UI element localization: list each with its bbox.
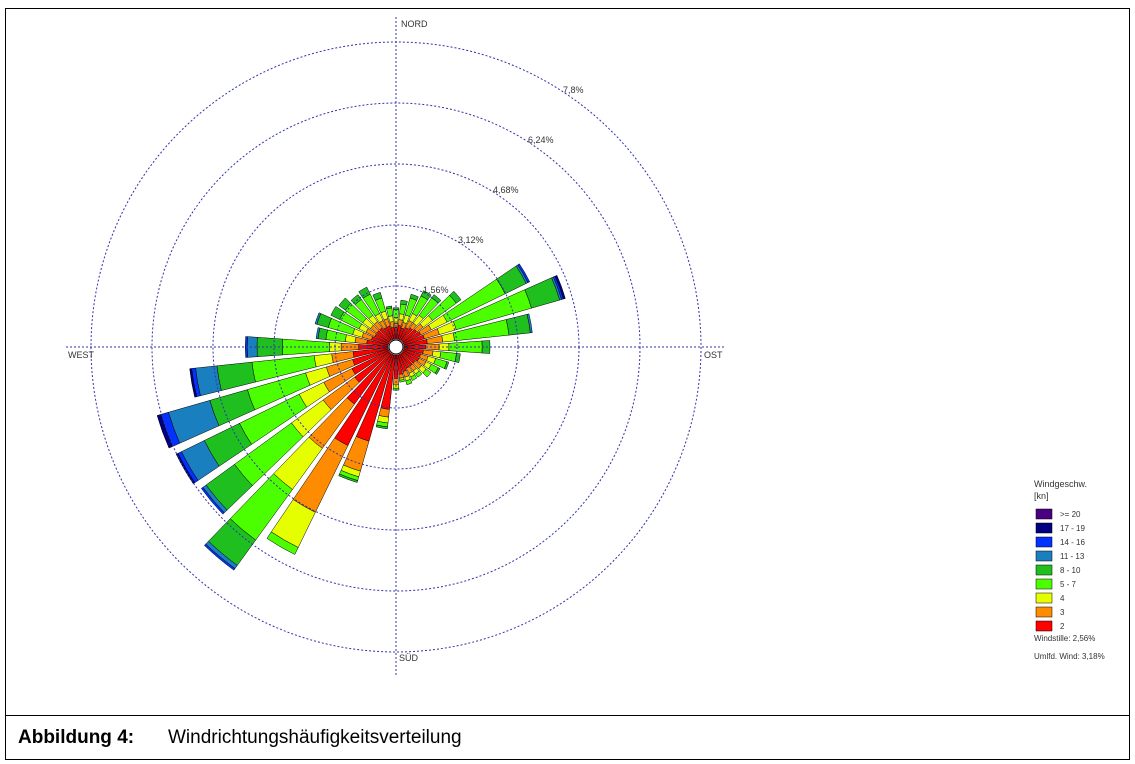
- sector-140-class-3: [415, 370, 423, 378]
- ring-label-3: 6,24%: [528, 135, 554, 145]
- legend-label-3: 11 - 13: [1060, 552, 1085, 561]
- sector-10-class-2: [398, 313, 405, 321]
- center-calm-circle: [388, 339, 404, 355]
- legend-label-4: 8 - 10: [1060, 566, 1081, 575]
- legend-title-line1: Windgeschw.: [1034, 479, 1087, 489]
- legend-swatch-0: [1035, 508, 1053, 520]
- caption-text: Windrichtungshäufigkeitsverteilung: [168, 726, 462, 748]
- sector-150-class-3: [410, 374, 418, 381]
- sector-90-class-3: [448, 340, 483, 354]
- sector-210-class-3: [266, 531, 299, 555]
- sector-160-class-3: [405, 378, 413, 386]
- sector-70-class-7: [554, 275, 566, 300]
- grid-layer: [66, 17, 726, 677]
- ring-label-1: 3,12%: [458, 235, 484, 245]
- sector-80-class-2: [441, 332, 455, 343]
- direction-east-label: OST: [704, 350, 723, 360]
- ring-3: [151, 102, 641, 592]
- sector-350-class-4: [385, 305, 393, 310]
- legend: Windgeschw. [kn] >= 20 17 - 19 14 - 16 11 -…: [1034, 479, 1105, 661]
- sector-280-class-2: [344, 334, 357, 343]
- legend-note-variable: Umlfd. Wind: 3,18%: [1034, 652, 1105, 661]
- labels-layer: NORD OST SÜD WEST 1,56% 3,12% 4,68% 6,24% 7,…: [68, 19, 723, 663]
- chart-frame: NORD OST SÜD WEST 1,56% 3,12% 4,68% 6,24% 7,…: [5, 8, 1130, 716]
- legend-swatch-2: [1035, 536, 1053, 548]
- sector-320-class-4: [350, 294, 362, 306]
- legend-swatch-4: [1035, 564, 1053, 576]
- direction-north-label: NORD: [401, 19, 428, 29]
- sector-80-class-5: [526, 313, 533, 334]
- legend-note-calm: Windstille: 2,56%: [1034, 634, 1095, 643]
- sector-80-class-4: [505, 314, 531, 336]
- sector-60-class-6: [517, 263, 531, 283]
- direction-south-label: SÜD: [399, 653, 419, 663]
- sector-240-class-7: [175, 453, 196, 485]
- wind-rose-chart: NORD OST SÜD WEST 1,56% 3,12% 4,68% 6,24% 7,…: [66, 17, 1105, 677]
- caption-label: Abbildung 4:: [18, 726, 135, 748]
- sector-110-class-4: [444, 361, 450, 370]
- legend-title-line2: [kn]: [1034, 491, 1049, 501]
- ring-label-0: 1,56%: [423, 285, 449, 295]
- sector-230-class-6: [200, 486, 225, 515]
- sector-20-class-4: [409, 293, 419, 301]
- legend-items: >= 20 17 - 19 14 - 16 11 - 13 8 - 10 5 - 7 4 3 2: [1035, 508, 1085, 632]
- ring-label-4: 7,8%: [563, 85, 584, 95]
- sectors-layer: [156, 263, 566, 571]
- sector-120-class-4: [434, 367, 441, 375]
- legend-swatch-6: [1035, 592, 1053, 604]
- legend-label-7: 3: [1060, 608, 1065, 617]
- legend-swatch-5: [1035, 578, 1053, 590]
- sector-200-class-4: [338, 473, 358, 483]
- sector-290-class-5: [314, 312, 322, 325]
- sector-10-class-4: [400, 299, 408, 306]
- legend-label-8: 2: [1060, 622, 1065, 631]
- sector-170-class-3: [399, 379, 405, 383]
- sector-350-class-2: [388, 315, 394, 323]
- legend-label-1: 17 - 19: [1060, 524, 1085, 533]
- sector-310-class-4: [338, 297, 352, 311]
- legend-swatch-8: [1035, 620, 1053, 632]
- sector-0-class-4: [392, 307, 400, 311]
- sector-220-class-6: [204, 543, 236, 571]
- legend-label-5: 5 - 7: [1060, 580, 1077, 589]
- legend-swatch-7: [1035, 606, 1053, 618]
- ring-label-2: 4,68%: [493, 185, 519, 195]
- figure-caption: Abbildung 4: Windrichtungshäufigkeitsver…: [5, 716, 1130, 760]
- ring-0: [334, 285, 458, 409]
- sector-30-class-4: [420, 290, 432, 301]
- sector-260-class-4: [216, 361, 256, 391]
- sector-10-class-3: [399, 303, 407, 315]
- legend-label-2: 14 - 16: [1060, 538, 1085, 547]
- sector-250-class-7: [156, 414, 173, 449]
- sector-260-class-2: [313, 353, 334, 368]
- sector-350-class-3: [386, 307, 393, 317]
- legend-label-6: 4: [1060, 594, 1065, 603]
- sector-280-class-5: [315, 327, 321, 340]
- sector-10-class-1: [397, 319, 403, 327]
- sector-340-class-4: [372, 292, 383, 301]
- sector-50-class-4: [449, 290, 462, 304]
- direction-west-label: WEST: [68, 350, 95, 360]
- sector-130-class-3: [422, 368, 432, 378]
- sector-100-class-2: [431, 350, 442, 359]
- sector-300-class-4: [330, 306, 345, 320]
- sector-330-class-4: [358, 286, 371, 299]
- legend-swatch-3: [1035, 550, 1053, 562]
- legend-label-0: >= 20: [1060, 510, 1081, 519]
- legend-swatch-1: [1035, 522, 1053, 534]
- sector-260-class-7: [189, 368, 197, 398]
- sector-190-class-4: [375, 424, 388, 430]
